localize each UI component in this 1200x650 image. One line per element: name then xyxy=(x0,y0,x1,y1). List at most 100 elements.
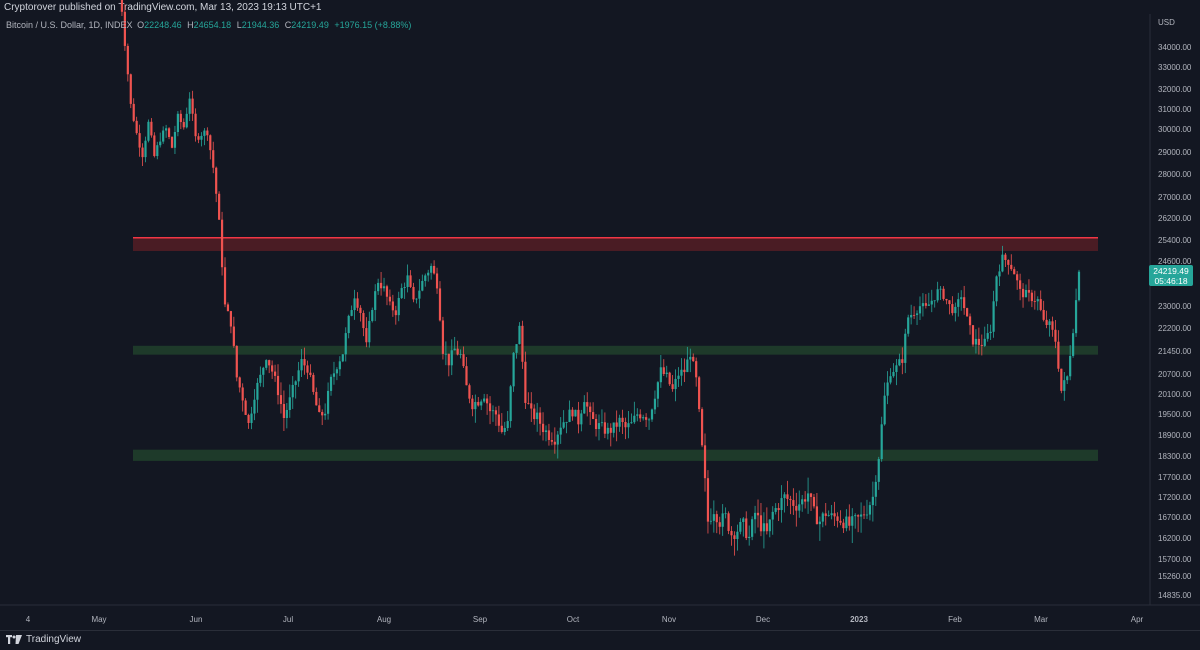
candle xyxy=(450,339,453,376)
candle xyxy=(733,531,736,556)
x-tick-label: Oct xyxy=(567,615,580,624)
candle xyxy=(488,396,492,425)
tradingview-brand[interactable]: TradingView xyxy=(6,634,81,645)
candle xyxy=(727,511,730,535)
candle xyxy=(986,323,989,342)
candle xyxy=(627,411,630,439)
price-axis[interactable]: 34000.00 33000.00 32000.00 31000.00 30000.00… xyxy=(1158,43,1192,600)
candle xyxy=(309,364,312,378)
candle xyxy=(865,499,869,519)
candle xyxy=(241,383,244,412)
candle xyxy=(427,269,430,282)
price-chart[interactable]: 34000.00 33000.00 32000.00 31000.00 30000.00… xyxy=(0,0,1200,630)
candle xyxy=(509,384,512,428)
candle xyxy=(539,407,542,436)
candle xyxy=(1042,300,1045,322)
candle xyxy=(262,366,265,388)
candle xyxy=(927,292,930,306)
y-tick-label: 15260.00 xyxy=(1158,572,1192,581)
candle xyxy=(992,290,995,338)
y-tick-label: 27000.00 xyxy=(1158,193,1192,202)
candle xyxy=(1030,289,1033,308)
currency-label: USD xyxy=(1158,18,1175,27)
candle xyxy=(244,398,247,415)
candle xyxy=(806,477,810,514)
candle xyxy=(915,310,919,325)
candle xyxy=(683,358,686,383)
candle xyxy=(804,491,807,509)
candle xyxy=(948,300,951,315)
candle xyxy=(939,286,942,301)
candle xyxy=(338,356,341,376)
y-tick-label: 28000.00 xyxy=(1158,170,1192,179)
x-tick-label: Aug xyxy=(377,615,391,624)
candle xyxy=(574,409,577,417)
candle xyxy=(1048,319,1051,337)
top-bar: Cryptorover published on TradingView.com… xyxy=(0,0,1200,14)
candle xyxy=(765,507,768,535)
candle xyxy=(218,191,221,220)
candle xyxy=(1001,245,1004,273)
candle xyxy=(1016,271,1019,290)
candle xyxy=(303,347,306,375)
y-tick-label: 34000.00 xyxy=(1158,43,1192,52)
time-axis[interactable]: 4 May Jun Jul Aug Sep Oct Nov Dec 2023 Feb Mar Apr xyxy=(26,615,1144,624)
candle xyxy=(606,422,609,440)
x-tick-label: May xyxy=(91,615,106,624)
change-value: +1976.15 (+8.88%) xyxy=(334,20,412,30)
candle xyxy=(544,425,548,442)
y-tick-label: 25400.00 xyxy=(1158,236,1192,245)
candle xyxy=(880,416,883,462)
candle xyxy=(1077,269,1081,302)
candle xyxy=(809,492,813,511)
candle xyxy=(138,124,141,157)
candle xyxy=(709,508,713,525)
candle xyxy=(609,423,612,447)
x-tick-label: 4 xyxy=(26,615,31,624)
y-tick-label: 29000.00 xyxy=(1158,148,1192,157)
y-tick-label: 17700.00 xyxy=(1158,473,1192,482)
candle xyxy=(633,401,636,424)
open-value: 22248.46 xyxy=(144,20,182,30)
x-tick-label: Jun xyxy=(190,615,203,624)
candle xyxy=(600,409,604,427)
low-label: L xyxy=(236,20,242,30)
candle xyxy=(144,136,147,163)
candle xyxy=(656,381,659,408)
candle xyxy=(556,431,559,459)
candle xyxy=(271,360,274,379)
candle xyxy=(965,307,969,317)
candle xyxy=(789,495,792,515)
candle xyxy=(326,382,330,420)
candle xyxy=(480,399,483,411)
candle xyxy=(921,293,925,317)
candle xyxy=(359,305,362,322)
candle xyxy=(185,107,188,129)
candle xyxy=(768,519,771,538)
candle xyxy=(250,406,253,430)
candle xyxy=(753,505,757,534)
candle xyxy=(945,298,948,305)
candle xyxy=(971,324,975,347)
y-tick-label: 16200.00 xyxy=(1158,534,1192,543)
candle xyxy=(294,380,297,399)
candle xyxy=(918,296,922,320)
candle xyxy=(235,345,238,382)
candle xyxy=(165,124,168,138)
candle xyxy=(662,359,665,377)
candle xyxy=(536,402,539,432)
candle xyxy=(273,364,277,382)
candle xyxy=(506,411,509,432)
publish-info: Cryptorover published on TradingView.com… xyxy=(4,2,322,13)
candle xyxy=(135,116,138,135)
candle xyxy=(848,504,851,531)
candle xyxy=(706,470,710,534)
candle xyxy=(589,402,592,425)
y-tick-label: 18900.00 xyxy=(1158,431,1192,440)
candle xyxy=(527,392,530,405)
candle xyxy=(692,353,695,362)
candle xyxy=(592,402,595,420)
y-tick-label: 32000.00 xyxy=(1158,85,1192,94)
y-tick-label: 22200.00 xyxy=(1158,324,1192,333)
candle xyxy=(901,347,904,375)
